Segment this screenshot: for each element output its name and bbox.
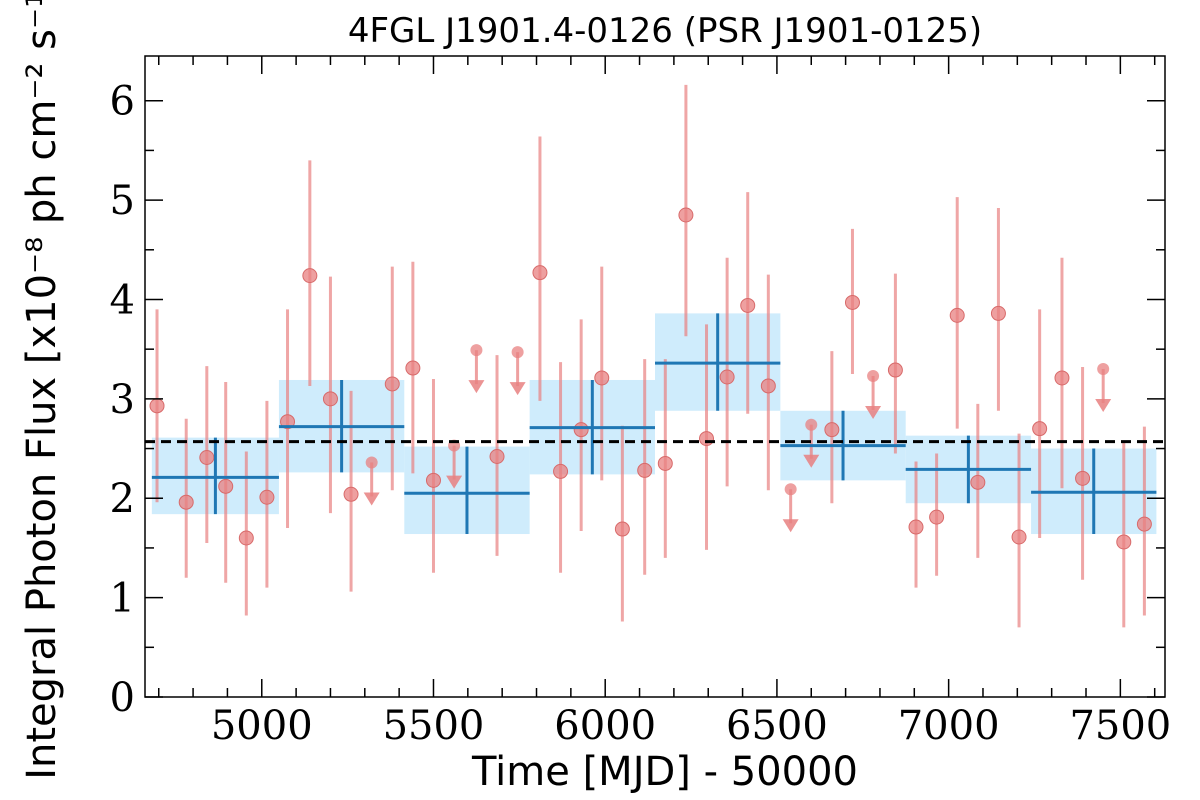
y-tick-label: 0 xyxy=(110,675,135,721)
x-tick-label: 6000 xyxy=(554,703,656,749)
x-tick-label: 7000 xyxy=(898,703,1000,749)
flux-point xyxy=(218,478,234,494)
flux-point xyxy=(489,449,505,465)
flux-point xyxy=(844,294,860,310)
flux-point xyxy=(760,378,776,394)
x-tick-label: 5500 xyxy=(383,703,485,749)
flux-point xyxy=(970,474,986,490)
x-tick-label: 7500 xyxy=(1069,703,1171,749)
flux-point xyxy=(594,370,610,386)
flux-point xyxy=(887,362,903,378)
axes-frame xyxy=(144,55,1166,698)
flux-point xyxy=(573,422,589,438)
x-tick-label: 6500 xyxy=(726,703,828,749)
flux-point xyxy=(1116,534,1132,550)
y-tick-label: 5 xyxy=(110,178,135,224)
flux-point xyxy=(1136,516,1152,532)
flux-point xyxy=(1054,370,1070,386)
flux-point xyxy=(929,509,945,525)
y-tick-label: 2 xyxy=(110,476,135,522)
flux-point xyxy=(259,489,275,505)
flux-point xyxy=(149,398,165,414)
axis-ticks: 0 1 2 3 4 5 6 5000 5500 6000 6500 7000 7500 xyxy=(110,56,1171,749)
y-tick-label: 3 xyxy=(110,377,135,423)
y-tick-label: 4 xyxy=(110,277,135,323)
upper-limit-arrow xyxy=(363,492,380,506)
flux-point xyxy=(740,297,756,313)
flux-point xyxy=(425,472,441,488)
flux-point xyxy=(908,519,924,535)
x-axis-label: Time [MJD] - 50000 xyxy=(471,749,858,795)
flux-point xyxy=(719,369,735,385)
flux-point xyxy=(532,265,548,281)
flux-point xyxy=(405,360,421,376)
upper-limit-arrow xyxy=(865,406,882,420)
flux-point xyxy=(699,431,715,447)
plot-area xyxy=(145,84,1165,628)
flux-point xyxy=(238,530,254,546)
flux-point xyxy=(824,422,840,438)
x-tick-label: 5000 xyxy=(211,703,313,749)
axes-box xyxy=(144,55,1166,698)
upper-limit-arrow xyxy=(509,382,526,396)
flux-point xyxy=(199,449,215,465)
flux-point xyxy=(657,455,673,471)
flux-point xyxy=(1032,421,1048,437)
flux-point xyxy=(678,207,694,223)
flux-point xyxy=(637,462,653,478)
y-axis-label: Integral Photon Flux [x10⁻⁸ ph cm⁻² s⁻¹] xyxy=(19,0,65,780)
flux-point xyxy=(553,463,569,479)
y-tick-label: 1 xyxy=(110,576,135,622)
flux-point xyxy=(302,268,318,284)
flux-point xyxy=(1011,529,1027,545)
flux-point xyxy=(1075,470,1091,486)
flux-point xyxy=(990,305,1006,321)
upper-limit-arrow xyxy=(803,454,820,468)
upper-limit-arrow xyxy=(1095,399,1112,413)
upper-limit-arrow xyxy=(468,380,485,394)
chart-title: 4FGL J1901.4-0126 (PSR J1901-0125) xyxy=(348,11,982,51)
flux-point xyxy=(343,486,359,502)
flux-point xyxy=(322,391,338,407)
upper-limit-arrow xyxy=(782,519,799,533)
upper-limit-arrow xyxy=(446,475,463,489)
flux-point xyxy=(614,521,630,537)
flux-point xyxy=(949,307,965,323)
flux-point xyxy=(384,376,400,392)
y-tick-label: 6 xyxy=(110,79,135,125)
flux-point xyxy=(178,494,194,510)
